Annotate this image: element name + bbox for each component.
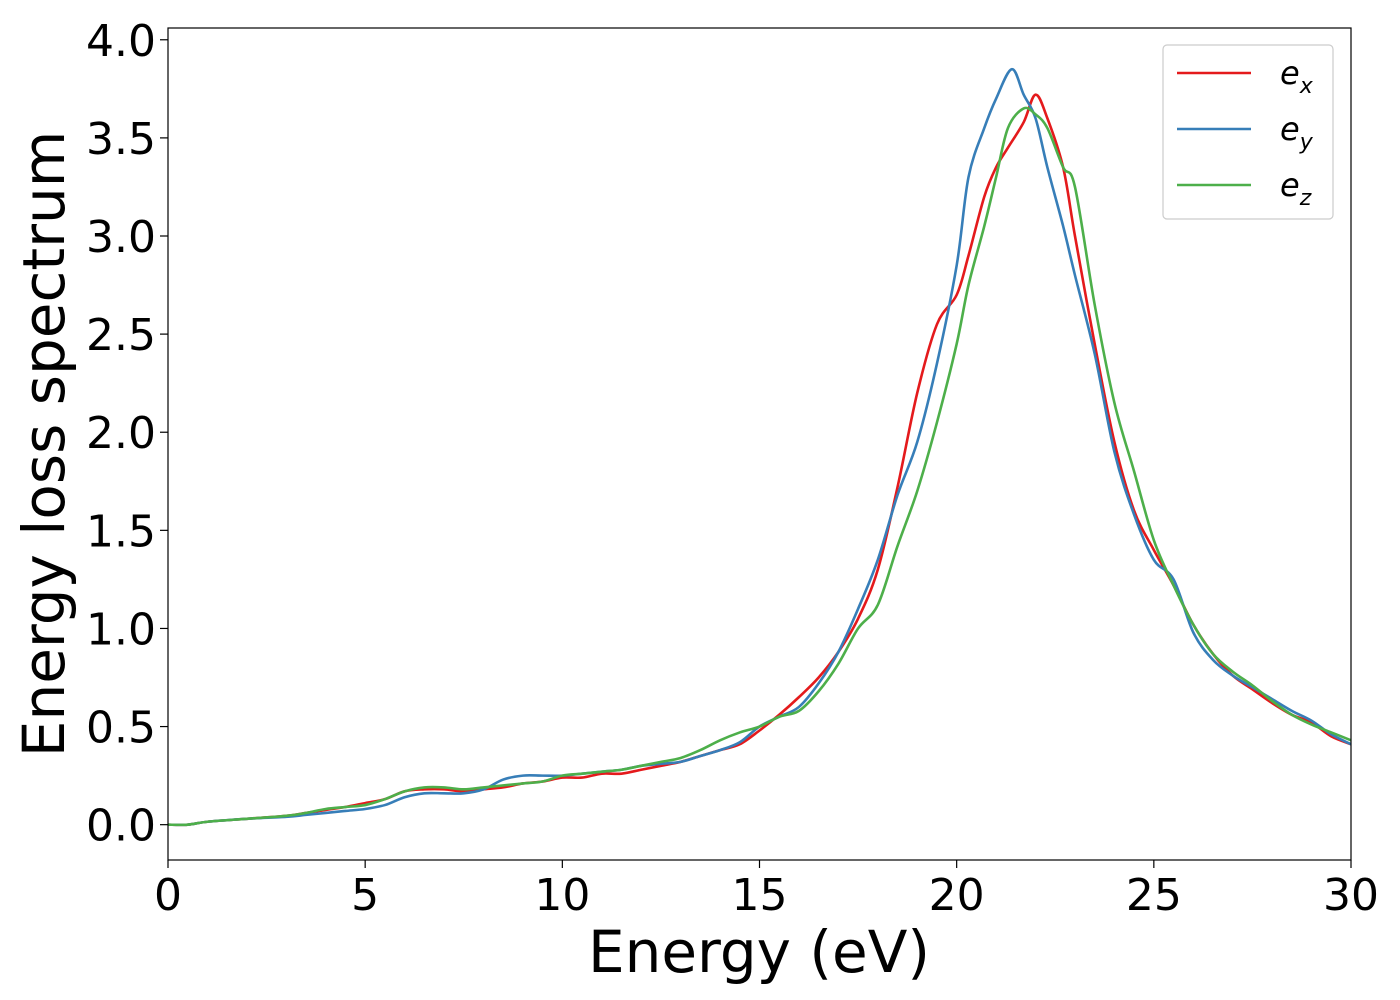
y-tick-label: 1.0 xyxy=(86,604,156,655)
series-line-y xyxy=(167,67,1352,827)
x-tick-label: 25 xyxy=(1126,870,1182,921)
y-tick-label: 3.5 xyxy=(86,114,156,165)
legend-box xyxy=(1162,44,1334,220)
y-tick-label: 2.5 xyxy=(86,310,156,361)
x-tick-label: 0 xyxy=(154,870,182,921)
series-line-z xyxy=(167,106,1352,827)
y-axis: 0.0 0.5 1.0 1.5 2.0 2.5 3.0 3.5 4.0 xyxy=(86,16,168,852)
x-tick-label: 20 xyxy=(929,870,985,921)
x-tick-label: 30 xyxy=(1323,870,1379,921)
y-tick-label: 0.0 xyxy=(86,801,156,852)
y-tick-label: 3.0 xyxy=(86,212,156,263)
x-tick-label: 15 xyxy=(732,870,788,921)
y-tick-label: 0.5 xyxy=(86,703,156,754)
series-layer xyxy=(167,67,1352,827)
y-tick-label: 1.5 xyxy=(86,506,156,557)
y-tick-label: 4.0 xyxy=(86,16,156,67)
x-tick-label: 5 xyxy=(351,870,379,921)
x-axis-title: Energy (eV) xyxy=(588,918,930,986)
y-axis-title: Energy loss spectrum xyxy=(10,131,78,757)
y-tick-label: 2.0 xyxy=(86,408,156,459)
x-tick-label: 10 xyxy=(534,870,590,921)
x-axis: 0 5 10 15 20 25 30 xyxy=(154,860,1379,921)
